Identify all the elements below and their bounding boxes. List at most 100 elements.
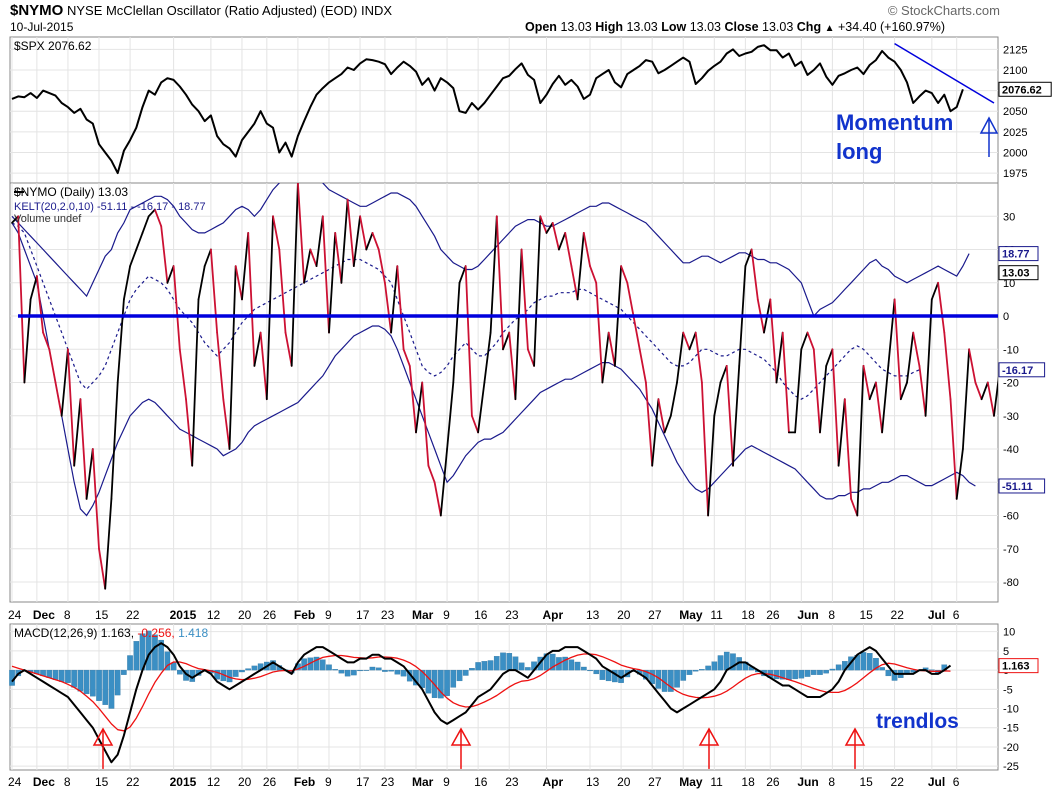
macd-histogram-bar bbox=[475, 662, 481, 671]
nymo-segment bbox=[694, 331, 703, 384]
nymo-plot-area bbox=[11, 183, 998, 590]
macd-y-tick-label: -10 bbox=[1003, 704, 1019, 716]
x-tick-label: May bbox=[679, 608, 703, 622]
kelt-upper-tag-box bbox=[998, 246, 1039, 262]
nymo-segment bbox=[576, 231, 585, 301]
nymo-segment bbox=[439, 448, 449, 517]
nymo-segment bbox=[321, 215, 330, 334]
macd-histogram-bar bbox=[929, 669, 935, 671]
nymo-segment bbox=[688, 331, 697, 351]
macd-histogram-bar bbox=[885, 669, 892, 677]
macd-histogram-bar bbox=[873, 658, 879, 671]
kelt-lower-tag-box bbox=[998, 478, 1046, 494]
macd-histogram-bar bbox=[493, 656, 500, 671]
nymo-segment bbox=[408, 364, 417, 434]
nymo-segment bbox=[601, 331, 610, 384]
nymo-segment bbox=[209, 248, 219, 334]
nymo-segment bbox=[29, 275, 38, 301]
macd-histogram-bar bbox=[90, 669, 96, 697]
nymo-segment bbox=[104, 497, 113, 590]
macd-histogram-bar bbox=[829, 668, 836, 671]
nymo-segment bbox=[924, 298, 933, 417]
x-tick-label: 22 bbox=[126, 608, 140, 622]
nymo-segment bbox=[843, 398, 852, 500]
nymo-segment bbox=[949, 398, 958, 500]
x-tick-label-bottom: 26 bbox=[263, 775, 277, 789]
nymo-segment bbox=[116, 298, 125, 384]
macd-histogram-bar bbox=[481, 661, 488, 671]
nymo-segment bbox=[464, 265, 473, 417]
nymo-segment bbox=[153, 208, 163, 228]
x-tick-label-bottom: 6 bbox=[953, 775, 960, 789]
macd-legend-name: MACD(12,26,9) bbox=[14, 626, 101, 640]
x-tick-label-bottom: 12 bbox=[207, 775, 221, 789]
macd-histogram-bar bbox=[58, 669, 65, 682]
x-tick-label: 22 bbox=[891, 608, 905, 622]
nymo-y-tick-label: -30 bbox=[1003, 411, 1019, 423]
nymo-segment bbox=[272, 215, 281, 251]
nymo-segment bbox=[744, 248, 753, 268]
x-tick-label: 20 bbox=[238, 608, 252, 622]
macd-histogram-bar bbox=[270, 660, 276, 671]
macd-histogram-bar bbox=[388, 669, 394, 672]
nymo-segment bbox=[11, 215, 20, 224]
macd-histogram-bar bbox=[779, 669, 786, 680]
nymo-segment bbox=[241, 231, 250, 301]
price-y-tick-label: 2025 bbox=[1003, 127, 1027, 139]
nymo-y-tick-label: -20 bbox=[1003, 378, 1019, 390]
macd-histogram-bar bbox=[444, 669, 450, 696]
nymo-segment bbox=[477, 381, 486, 434]
nymo-segment bbox=[508, 331, 517, 401]
trend-arrow-head bbox=[450, 727, 472, 746]
nymo-last-value: 13.03 bbox=[1002, 268, 1030, 280]
macd-histogram-bar bbox=[394, 669, 401, 675]
nymo-segment bbox=[918, 364, 927, 417]
nymo-segment bbox=[129, 248, 138, 268]
nymo-segment bbox=[91, 448, 100, 550]
macd-histogram-bar bbox=[319, 659, 326, 671]
x-tick-label: 24 bbox=[8, 608, 22, 622]
macd-histogram-bar bbox=[127, 655, 133, 671]
macd-histogram-bar bbox=[879, 667, 885, 671]
kelt-lower-line bbox=[11, 222, 976, 517]
macd-histogram-bar bbox=[121, 669, 127, 675]
nymo-segment bbox=[850, 497, 859, 517]
nymo-segment bbox=[396, 265, 405, 351]
price-y-tick-label: 2050 bbox=[1003, 106, 1027, 118]
nymo-segment bbox=[73, 398, 82, 467]
x-tick-label-bottom: Apr bbox=[543, 775, 564, 789]
nymo-segment bbox=[135, 231, 144, 251]
nymo-segment bbox=[570, 265, 579, 301]
x-tick-label-bottom: 9 bbox=[325, 775, 332, 789]
x-tick-label: 11 bbox=[710, 608, 723, 622]
nymo-segment bbox=[551, 221, 560, 251]
macd-histogram-bar bbox=[52, 669, 59, 680]
nymo-segment bbox=[607, 331, 616, 367]
nymo-y-tick-label: 30 bbox=[1003, 211, 1015, 223]
x-tick-label: Jul bbox=[928, 608, 945, 622]
macd-histogram-bar bbox=[438, 669, 444, 699]
macd-histogram-bar bbox=[506, 653, 513, 671]
x-tick-label: 27 bbox=[648, 608, 662, 622]
macd-histogram-bar bbox=[717, 655, 724, 671]
low-label: Low bbox=[661, 20, 687, 34]
nymo-y-tick-label: -40 bbox=[1003, 444, 1019, 456]
macd-histogram-bar bbox=[730, 653, 736, 671]
nymo-segment bbox=[837, 398, 846, 467]
nymo-segment bbox=[296, 183, 306, 284]
nymo-segment bbox=[638, 348, 647, 384]
ohlc-summary: Open 13.03 High 13.03 Low 13.03 Close 13… bbox=[525, 20, 945, 34]
macd-histogram-bar bbox=[382, 669, 388, 672]
macd-histogram-bar bbox=[338, 669, 345, 674]
macd-histogram-bar bbox=[500, 652, 506, 671]
nymo-segment bbox=[85, 448, 94, 500]
symbol: $NYMO bbox=[10, 2, 64, 19]
macd-histogram-bar bbox=[102, 669, 109, 705]
nymo-segment bbox=[558, 231, 567, 251]
x-tick-label: 8 bbox=[64, 608, 71, 622]
macd-line bbox=[11, 642, 952, 764]
x-tick-label-bottom: 24 bbox=[8, 775, 22, 789]
macd-histogram-bar bbox=[711, 661, 718, 671]
macd-histogram-bar bbox=[817, 669, 823, 675]
